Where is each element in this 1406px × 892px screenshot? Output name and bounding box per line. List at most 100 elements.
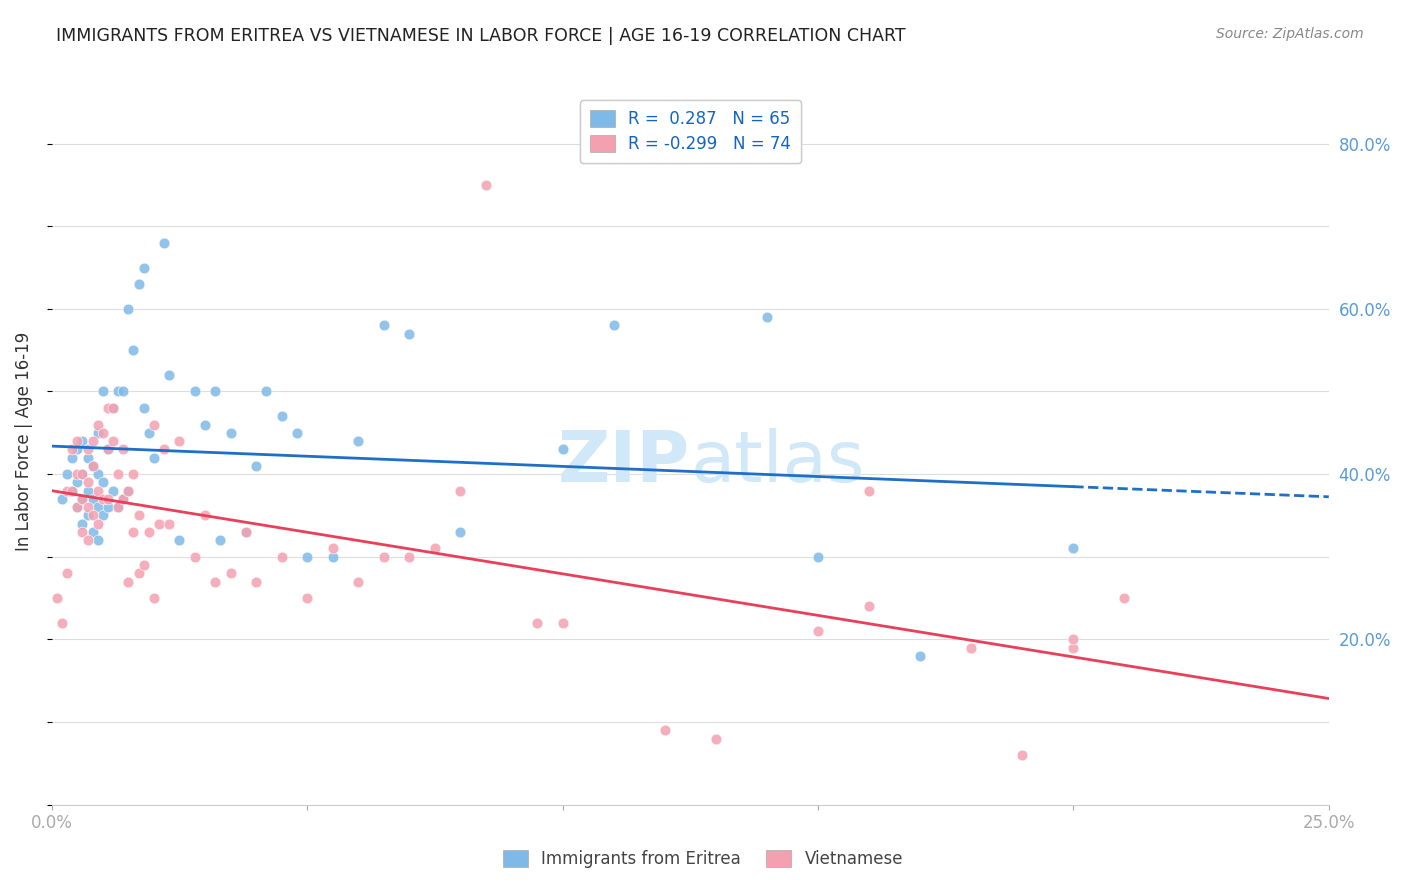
Point [153,442,176,457]
Point [551,615,574,630]
Point [76,500,98,515]
Point [72,434,94,448]
Point [908,648,931,663]
Point [654,723,676,738]
Point [87,500,110,515]
Point [60,442,83,457]
Point [97,401,120,415]
Point [87,417,110,432]
Y-axis label: In Labor Force | Age 16-19: In Labor Force | Age 16-19 [15,332,32,550]
Point [91,491,114,506]
Point [373,549,395,564]
Point [204,384,226,399]
Point [107,500,129,515]
Point [169,533,191,548]
Point [101,483,124,498]
Point [235,524,257,539]
Point [101,401,124,415]
Point [270,549,292,564]
Point [66,500,89,515]
Point [209,533,232,548]
Point [87,425,110,440]
Point [51,615,73,630]
Point [56,483,79,498]
Point [858,483,880,498]
Point [107,467,129,482]
Point [97,442,120,457]
Point [66,434,89,448]
Point [132,260,155,275]
Point [101,434,124,448]
Point [82,491,104,506]
Point [245,458,267,473]
Point [91,475,114,490]
Point [51,491,73,506]
Point [112,491,135,506]
Point [285,425,308,440]
Point [87,516,110,531]
Point [1062,640,1084,655]
Point [60,450,83,465]
Point [398,326,420,341]
Point [322,541,344,556]
Point [97,442,120,457]
Point [107,384,129,399]
Point [122,524,145,539]
Point [1114,591,1136,605]
Point [56,566,79,581]
Point [66,442,89,457]
Point [423,541,446,556]
Point [101,401,124,415]
Point [807,549,830,564]
Point [76,442,98,457]
Point [128,566,150,581]
Point [122,467,145,482]
Point [87,533,110,548]
Point [1062,541,1084,556]
Point [117,574,139,589]
Point [858,599,880,614]
Point [157,368,180,382]
Point [142,417,165,432]
Point [169,434,191,448]
Point [184,384,207,399]
Point [449,483,471,498]
Point [82,434,104,448]
Point [1062,632,1084,647]
Text: IMMIGRANTS FROM ERITREA VS VIETNAMESE IN LABOR FORCE | AGE 16-19 CORRELATION CHA: IMMIGRANTS FROM ERITREA VS VIETNAMESE IN… [56,27,905,45]
Point [45,591,67,605]
Point [322,549,344,564]
Point [72,467,94,482]
Legend: Immigrants from Eritrea, Vietnamese: Immigrants from Eritrea, Vietnamese [496,843,910,875]
Point [138,524,160,539]
Point [117,483,139,498]
Point [204,574,226,589]
Point [153,235,176,250]
Point [117,483,139,498]
Point [97,491,120,506]
Point [87,483,110,498]
Point [960,640,983,655]
Point [398,549,420,564]
Point [66,475,89,490]
Point [76,533,98,548]
Point [295,591,318,605]
Point [807,624,830,639]
Point [66,500,89,515]
Point [295,549,318,564]
Point [475,178,498,192]
Point [60,483,83,498]
Point [76,483,98,498]
Point [82,458,104,473]
Text: ZIP: ZIP [558,428,690,498]
Point [107,500,129,515]
Point [72,516,94,531]
Point [1011,748,1033,763]
Point [138,425,160,440]
Point [157,516,180,531]
Point [112,384,135,399]
Point [82,458,104,473]
Point [72,491,94,506]
Point [526,615,548,630]
Point [60,483,83,498]
